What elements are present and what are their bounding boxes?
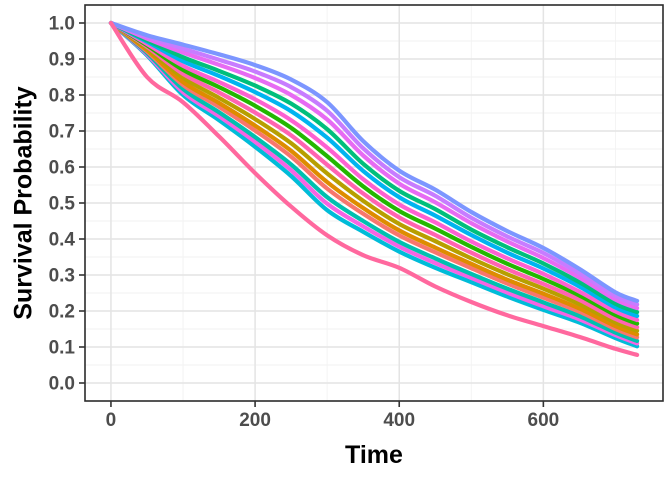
- x-tick-label: 600: [528, 410, 560, 431]
- y-tick-label: 0.8: [49, 86, 75, 107]
- y-tick-label: 0.5: [49, 194, 76, 215]
- series-line-curve-04: [108, 20, 640, 315]
- x-tick-label: 400: [383, 410, 415, 431]
- x-tick-label: 0: [106, 410, 117, 431]
- y-tick-label: 0.0: [49, 374, 75, 395]
- series-line-curve-12: [108, 20, 640, 343]
- y-tick-label: 1.0: [49, 14, 75, 35]
- series-line-curve-08: [108, 20, 640, 330]
- x-tick-label: 200: [239, 410, 271, 431]
- series-line-curve-13: [108, 20, 640, 346]
- x-axis-title: Time: [345, 441, 403, 469]
- series-line-curve-14: [108, 20, 640, 349]
- y-tick-label: 0.2: [49, 302, 75, 323]
- series-line-curve-02: [108, 20, 640, 307]
- y-tick-label: 0.6: [49, 158, 75, 179]
- y-tick-label: 0.9: [49, 50, 75, 71]
- y-tick-label: 0.7: [49, 122, 75, 143]
- series-line-curve-11: [108, 20, 640, 340]
- y-axis-title: Survival Probability: [9, 86, 38, 320]
- y-tick-label: 0.4: [49, 230, 76, 251]
- series-line-curve-03: [108, 20, 640, 311]
- y-tick-label: 0.3: [49, 266, 75, 287]
- series-line-curve-10: [108, 20, 640, 337]
- series-line-curve-01: [108, 20, 640, 303]
- series-group: [108, 20, 640, 357]
- series-line-curve-07: [108, 20, 640, 326]
- series-line-curve-06: [108, 20, 640, 323]
- series-line-curve-09: [108, 20, 640, 333]
- series-line-curve-05: [108, 20, 640, 319]
- series-line-curve-15: [108, 20, 640, 357]
- y-tick-label: 0.1: [49, 338, 76, 359]
